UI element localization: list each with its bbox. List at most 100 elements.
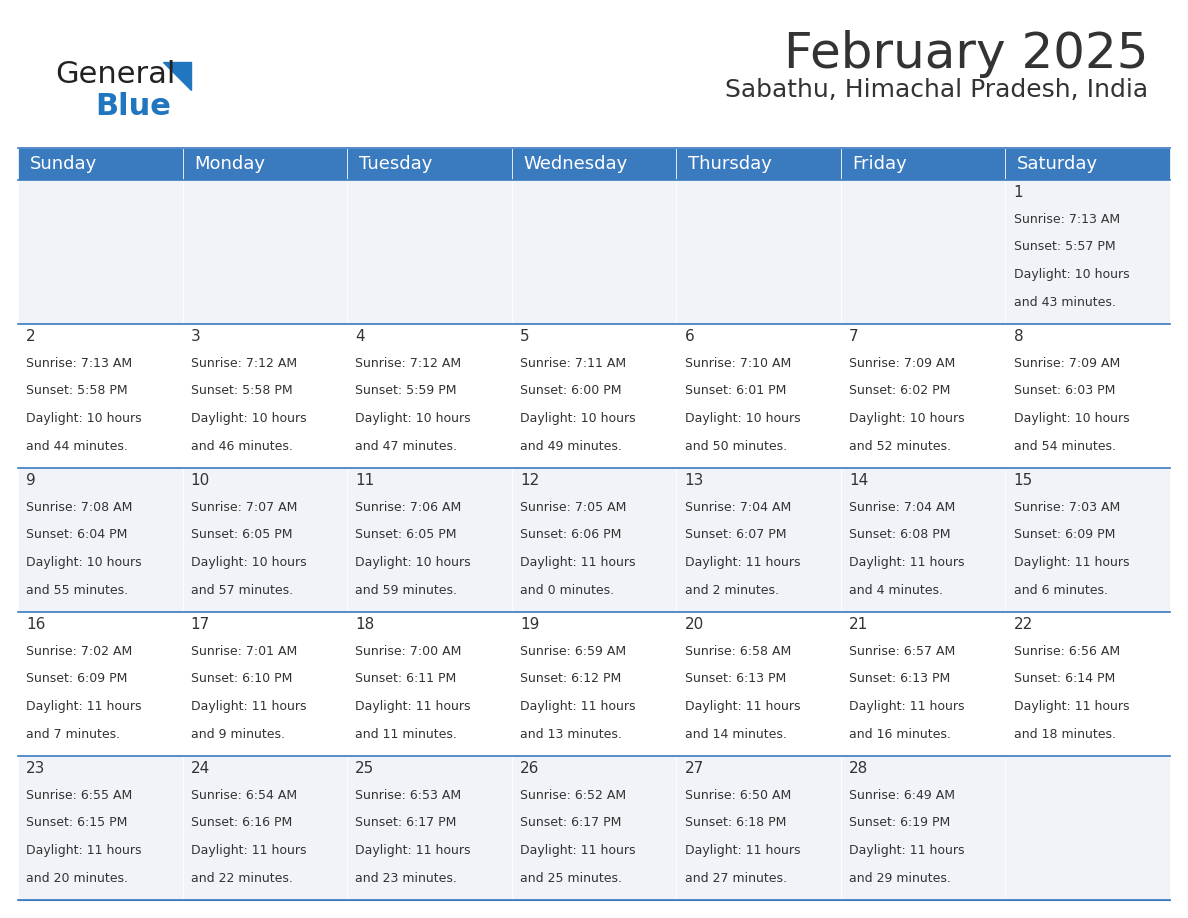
Text: Sunset: 6:01 PM: Sunset: 6:01 PM <box>684 385 786 397</box>
Text: Daylight: 11 hours: Daylight: 11 hours <box>191 700 307 713</box>
Text: 24: 24 <box>191 761 210 776</box>
Text: and 18 minutes.: and 18 minutes. <box>1013 728 1116 741</box>
Text: 22: 22 <box>1013 617 1032 632</box>
Text: Sunset: 6:02 PM: Sunset: 6:02 PM <box>849 385 950 397</box>
Text: 4: 4 <box>355 329 365 344</box>
Text: Blue: Blue <box>95 92 171 121</box>
Text: and 59 minutes.: and 59 minutes. <box>355 584 457 597</box>
FancyBboxPatch shape <box>841 612 1005 756</box>
Text: Sunset: 6:12 PM: Sunset: 6:12 PM <box>520 673 621 686</box>
FancyBboxPatch shape <box>183 180 347 324</box>
Text: Daylight: 11 hours: Daylight: 11 hours <box>26 700 141 713</box>
FancyBboxPatch shape <box>841 468 1005 612</box>
FancyBboxPatch shape <box>18 468 183 612</box>
Text: Sunrise: 6:56 AM: Sunrise: 6:56 AM <box>1013 644 1120 657</box>
FancyBboxPatch shape <box>676 180 841 324</box>
Text: and 16 minutes.: and 16 minutes. <box>849 728 950 741</box>
Text: Sunset: 6:09 PM: Sunset: 6:09 PM <box>26 673 127 686</box>
Text: 5: 5 <box>520 329 530 344</box>
Text: Daylight: 10 hours: Daylight: 10 hours <box>849 412 965 425</box>
Text: Sunrise: 6:52 AM: Sunrise: 6:52 AM <box>520 789 626 801</box>
FancyBboxPatch shape <box>1005 756 1170 900</box>
Text: Sunset: 6:16 PM: Sunset: 6:16 PM <box>191 816 292 830</box>
FancyBboxPatch shape <box>676 756 841 900</box>
FancyBboxPatch shape <box>18 148 183 180</box>
FancyBboxPatch shape <box>512 148 676 180</box>
Text: Sunrise: 7:07 AM: Sunrise: 7:07 AM <box>191 500 297 514</box>
Text: Sunrise: 7:10 AM: Sunrise: 7:10 AM <box>684 357 791 370</box>
Text: Daylight: 11 hours: Daylight: 11 hours <box>191 845 307 857</box>
FancyBboxPatch shape <box>512 612 676 756</box>
FancyBboxPatch shape <box>841 180 1005 324</box>
FancyBboxPatch shape <box>512 468 676 612</box>
Text: Sunset: 6:08 PM: Sunset: 6:08 PM <box>849 529 950 542</box>
Text: 23: 23 <box>26 761 45 776</box>
Text: 2: 2 <box>26 329 36 344</box>
Text: Sunset: 6:07 PM: Sunset: 6:07 PM <box>684 529 786 542</box>
Text: Sabathu, Himachal Pradesh, India: Sabathu, Himachal Pradesh, India <box>725 78 1148 102</box>
Text: Sunrise: 7:11 AM: Sunrise: 7:11 AM <box>520 357 626 370</box>
Text: Daylight: 11 hours: Daylight: 11 hours <box>520 845 636 857</box>
FancyBboxPatch shape <box>676 468 841 612</box>
Text: Sunset: 5:58 PM: Sunset: 5:58 PM <box>191 385 292 397</box>
Text: Friday: Friday <box>852 155 908 173</box>
Text: Daylight: 10 hours: Daylight: 10 hours <box>1013 268 1130 281</box>
Text: Sunrise: 6:49 AM: Sunrise: 6:49 AM <box>849 789 955 801</box>
Text: Daylight: 10 hours: Daylight: 10 hours <box>355 412 470 425</box>
Text: Sunset: 5:57 PM: Sunset: 5:57 PM <box>1013 241 1116 253</box>
FancyBboxPatch shape <box>347 756 512 900</box>
FancyBboxPatch shape <box>347 148 512 180</box>
FancyBboxPatch shape <box>512 180 676 324</box>
Text: 7: 7 <box>849 329 859 344</box>
Text: Daylight: 11 hours: Daylight: 11 hours <box>1013 556 1129 569</box>
Text: and 50 minutes.: and 50 minutes. <box>684 440 786 453</box>
Text: and 2 minutes.: and 2 minutes. <box>684 584 778 597</box>
Text: Sunrise: 7:01 AM: Sunrise: 7:01 AM <box>191 644 297 657</box>
Text: 1: 1 <box>1013 185 1023 200</box>
FancyBboxPatch shape <box>183 148 347 180</box>
Text: Daylight: 10 hours: Daylight: 10 hours <box>1013 412 1130 425</box>
Text: 6: 6 <box>684 329 694 344</box>
FancyBboxPatch shape <box>347 324 512 468</box>
FancyBboxPatch shape <box>347 612 512 756</box>
Text: Daylight: 11 hours: Daylight: 11 hours <box>849 700 965 713</box>
Text: and 47 minutes.: and 47 minutes. <box>355 440 457 453</box>
Text: Daylight: 11 hours: Daylight: 11 hours <box>849 845 965 857</box>
Text: and 6 minutes.: and 6 minutes. <box>1013 584 1107 597</box>
Text: Sunrise: 7:04 AM: Sunrise: 7:04 AM <box>684 500 791 514</box>
Text: 13: 13 <box>684 473 703 488</box>
FancyBboxPatch shape <box>18 612 183 756</box>
FancyBboxPatch shape <box>1005 180 1170 324</box>
FancyBboxPatch shape <box>18 324 183 468</box>
Text: and 20 minutes.: and 20 minutes. <box>26 872 128 885</box>
Text: Sunrise: 6:54 AM: Sunrise: 6:54 AM <box>191 789 297 801</box>
Text: Sunset: 6:19 PM: Sunset: 6:19 PM <box>849 816 950 830</box>
Text: Thursday: Thursday <box>688 155 772 173</box>
FancyBboxPatch shape <box>676 612 841 756</box>
FancyBboxPatch shape <box>841 148 1005 180</box>
FancyBboxPatch shape <box>18 180 183 324</box>
FancyBboxPatch shape <box>1005 612 1170 756</box>
Text: Sunrise: 7:13 AM: Sunrise: 7:13 AM <box>26 357 132 370</box>
Text: and 54 minutes.: and 54 minutes. <box>1013 440 1116 453</box>
Text: Sunrise: 7:13 AM: Sunrise: 7:13 AM <box>1013 213 1120 226</box>
Text: Sunrise: 7:09 AM: Sunrise: 7:09 AM <box>1013 357 1120 370</box>
FancyBboxPatch shape <box>841 756 1005 900</box>
Text: Sunrise: 7:06 AM: Sunrise: 7:06 AM <box>355 500 462 514</box>
FancyBboxPatch shape <box>18 756 183 900</box>
Text: Daylight: 11 hours: Daylight: 11 hours <box>684 700 800 713</box>
FancyBboxPatch shape <box>676 324 841 468</box>
Text: and 55 minutes.: and 55 minutes. <box>26 584 128 597</box>
Text: 18: 18 <box>355 617 374 632</box>
Text: Sunrise: 6:50 AM: Sunrise: 6:50 AM <box>684 789 791 801</box>
Text: and 7 minutes.: and 7 minutes. <box>26 728 120 741</box>
FancyBboxPatch shape <box>183 468 347 612</box>
Text: 9: 9 <box>26 473 36 488</box>
Text: Sunset: 6:17 PM: Sunset: 6:17 PM <box>355 816 456 830</box>
Text: Sunrise: 7:03 AM: Sunrise: 7:03 AM <box>1013 500 1120 514</box>
Text: Sunset: 6:15 PM: Sunset: 6:15 PM <box>26 816 127 830</box>
Text: Sunset: 6:09 PM: Sunset: 6:09 PM <box>1013 529 1116 542</box>
Text: Daylight: 11 hours: Daylight: 11 hours <box>355 700 470 713</box>
Text: Sunset: 6:11 PM: Sunset: 6:11 PM <box>355 673 456 686</box>
Text: and 11 minutes.: and 11 minutes. <box>355 728 457 741</box>
